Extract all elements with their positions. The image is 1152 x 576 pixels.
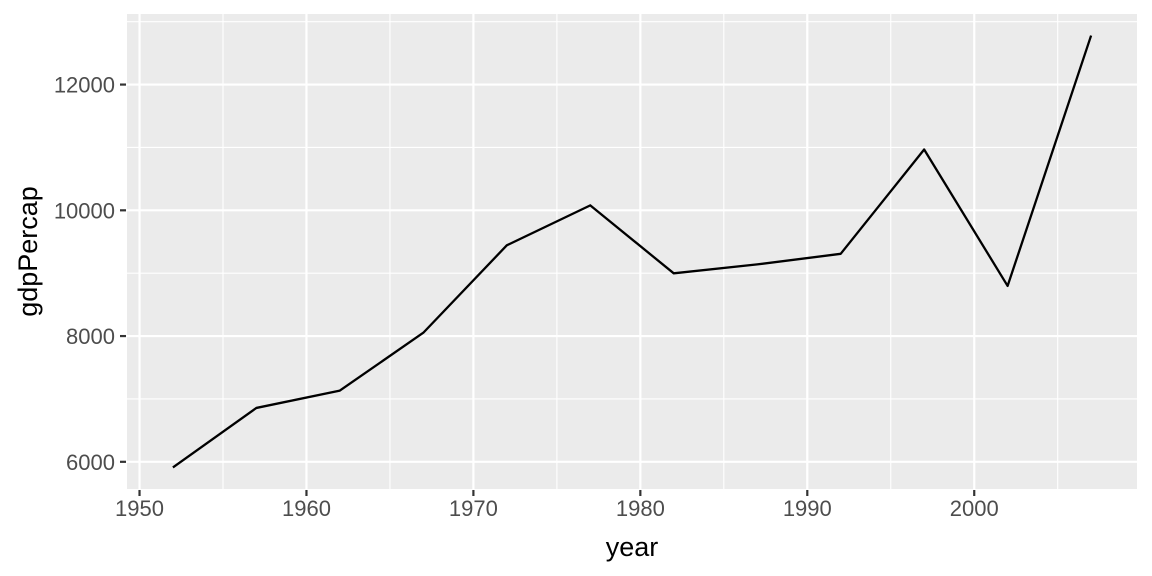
x-tick-label: 1950 [115, 496, 164, 521]
y-tick-label: 8000 [66, 324, 115, 349]
plot-panel [127, 14, 1137, 489]
x-tick-label: 1990 [783, 496, 832, 521]
y-axis-title: gdpPercap [13, 186, 43, 317]
y-tick-label: 12000 [54, 73, 115, 98]
x-tick-label: 1970 [449, 496, 498, 521]
chart-layers: 1950 1960 1970 1980 1990 2000 6000 8000 10000 120… [54, 14, 1137, 521]
data-line-gdpPercap [172, 35, 1093, 469]
y-tick-label: 6000 [66, 450, 115, 475]
x-tick-label: 2000 [950, 496, 999, 521]
x-tick-label: 1960 [282, 496, 331, 521]
y-tick-label: 10000 [54, 198, 115, 223]
x-axis-title: year [606, 532, 659, 562]
x-tick-label: 1980 [616, 496, 665, 521]
